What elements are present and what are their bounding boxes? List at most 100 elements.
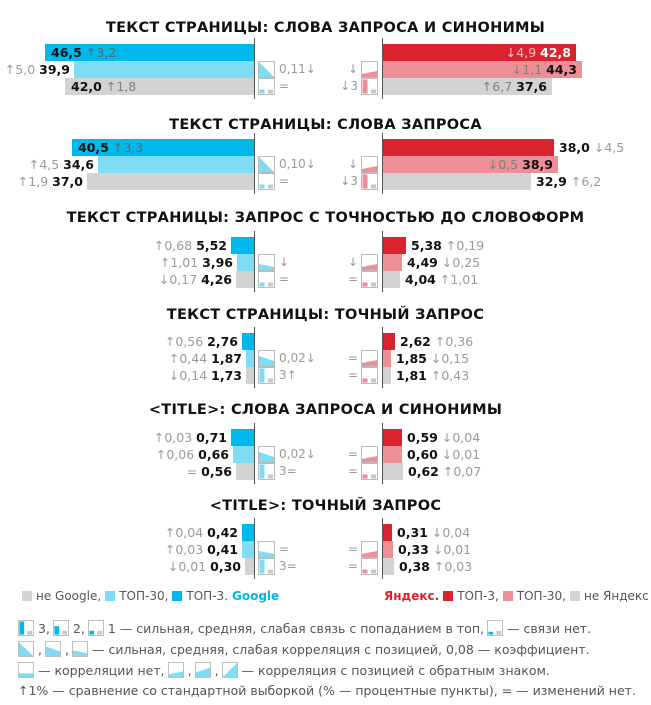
google-label-top3: ↑0,03 0,71 bbox=[154, 429, 227, 446]
corr-weak-icon bbox=[258, 541, 275, 558]
google-bar-top3 bbox=[231, 429, 254, 446]
bar-value: 44,3 bbox=[546, 62, 577, 77]
google-label-not-in: ↓0,17 4,26 bbox=[159, 271, 232, 288]
yandex-bar-top3 bbox=[383, 524, 392, 541]
footnote-text: , bbox=[187, 663, 192, 678]
correlation-note: ↓ bbox=[279, 255, 290, 269]
bar-value: 5,52 bbox=[196, 238, 227, 253]
correlation-note: 0,10↓ bbox=[279, 157, 316, 171]
yandex-bar-top30 bbox=[383, 254, 402, 271]
correlation-note: 0,11↓ bbox=[279, 62, 316, 76]
yandex-bar-not-in bbox=[383, 463, 403, 480]
correlation-note: = bbox=[279, 542, 290, 556]
google-label-not-in: ↑1,9 37,0 bbox=[18, 173, 83, 190]
corr-strong-icon bbox=[258, 156, 275, 173]
google-label-top3: ↑0,68 5,52 bbox=[154, 237, 227, 254]
bar-delta: ↑0,06 bbox=[155, 447, 195, 462]
google-label-not-in: = 0,56 bbox=[187, 463, 232, 480]
section-title: ТЕКСТ СТРАНИЦЫ: СЛОВА ЗАПРОСА bbox=[169, 117, 482, 133]
yandex-bar-top30 bbox=[383, 156, 558, 173]
google-bar-top30 bbox=[233, 446, 254, 463]
yandex-label-top30: ↓0,5 38,9 bbox=[488, 156, 553, 173]
correlation-note: ↓ bbox=[347, 62, 358, 76]
bar-value: 0,38 bbox=[399, 559, 430, 574]
yandex-bar-top3 bbox=[383, 333, 395, 350]
footnote-line-1: 3, 2, 1 — сильная, средняя, слабая связь… bbox=[18, 620, 591, 637]
google-label-top30: ↑1,01 3,96 bbox=[160, 254, 233, 271]
bar-value: 0,33 bbox=[398, 542, 429, 557]
top-level-3-icon bbox=[258, 463, 275, 480]
yandex-label-top3: 0,59 ↓0,04 bbox=[407, 429, 480, 446]
yandex-label-top30: 0,60 ↓0,01 bbox=[407, 446, 480, 463]
bar-delta: ↑3,2 bbox=[85, 45, 117, 60]
bar-delta: ↓0,5 bbox=[487, 157, 519, 172]
yandex-label-top30: 0,33 ↓0,01 bbox=[398, 541, 471, 558]
bar-delta: ↓4,9 bbox=[505, 45, 537, 60]
bar-value: 32,9 bbox=[536, 174, 567, 189]
top-none-icon bbox=[486, 620, 504, 637]
bar-delta: ↓0,01 bbox=[432, 542, 472, 557]
correlation-note: = bbox=[347, 351, 358, 365]
correlation-note: = bbox=[347, 447, 358, 461]
top-level-1-icon bbox=[258, 173, 275, 190]
bar-delta: ↓0,04 bbox=[431, 525, 471, 540]
bar-delta: = bbox=[186, 464, 198, 479]
google-bar-top30 bbox=[98, 156, 254, 173]
bar-delta: ↑0,43 bbox=[430, 368, 470, 383]
footnote-text: ↑1% — сравнение со стандартной выборкой … bbox=[18, 683, 636, 698]
top-strong-icon bbox=[18, 620, 35, 637]
yandex-axis bbox=[382, 38, 383, 99]
yandex-bar-not-in bbox=[383, 367, 391, 384]
bar-value: 38,9 bbox=[522, 157, 553, 172]
yandex-label-not-in: 4,04 ↑1,01 bbox=[405, 271, 478, 288]
bar-delta: ↑0,44 bbox=[168, 351, 208, 366]
footnote-line-2: , , — сильная, средняя, слабая корреляци… bbox=[18, 641, 590, 658]
bar-value: 5,38 bbox=[411, 238, 442, 253]
yandex-axis bbox=[382, 133, 383, 194]
swatch-not-google bbox=[22, 591, 32, 601]
bar-value: 37,6 bbox=[516, 79, 547, 94]
corr-none-icon bbox=[18, 662, 35, 679]
correlation-note: ↓ bbox=[347, 255, 358, 269]
top-level-1-icon bbox=[361, 558, 378, 575]
yandex-bar-top30 bbox=[383, 350, 391, 367]
yandex-brand: Яндекс. bbox=[384, 589, 440, 603]
legend-yandex: Яндекс. ТОП-3, ТОП-30, не Яндекс bbox=[384, 589, 649, 603]
top-weak-icon bbox=[87, 620, 105, 637]
section-title: ТЕКСТ СТРАНИЦЫ: ЗАПРОС С ТОЧНОСТЬЮ ДО СЛ… bbox=[66, 210, 585, 226]
footnote-text: , bbox=[38, 642, 42, 657]
corr-inverse-weak-icon bbox=[361, 541, 378, 558]
bar-value: 42,0 bbox=[71, 79, 102, 94]
google-label-not-in: ↓0,14 1,73 bbox=[169, 367, 242, 384]
yandex-label-not-in: ↑6,7 37,6 bbox=[482, 78, 547, 95]
legend-label: не Google, bbox=[36, 589, 102, 603]
yandex-label-not-in: 0,38 ↑0,03 bbox=[399, 558, 472, 575]
yandex-label-top3: 5,38 ↑0,19 bbox=[411, 237, 484, 254]
google-bar-top30 bbox=[246, 350, 254, 367]
google-label-top3: ↑0,56 2,76 bbox=[165, 333, 238, 350]
legend-label: ТОП-3. bbox=[186, 589, 228, 603]
corr-medium-icon bbox=[258, 446, 275, 463]
footnote-line-3: — корреляции нет, , , — корреляция с поз… bbox=[18, 662, 550, 679]
bar-value: 0,71 bbox=[196, 430, 227, 445]
top-level-1-icon bbox=[361, 463, 378, 480]
yandex-bar-top3 bbox=[383, 237, 406, 254]
corr-medium-icon bbox=[258, 350, 275, 367]
corr-weak-icon bbox=[71, 641, 89, 658]
google-label-top30: ↑0,44 1,87 bbox=[169, 350, 242, 367]
google-bar-top30 bbox=[237, 254, 254, 271]
legend-label: не Яндекс bbox=[583, 589, 649, 603]
bar-value: 42,8 bbox=[540, 45, 571, 60]
google-bar-not-in bbox=[236, 463, 254, 480]
google-bar-not-in bbox=[236, 271, 254, 288]
google-axis bbox=[254, 327, 255, 388]
bar-value: 4,49 bbox=[407, 255, 438, 270]
bar-value: 39,9 bbox=[39, 62, 70, 77]
top-note: ↓3 bbox=[340, 79, 358, 93]
google-axis bbox=[254, 518, 255, 579]
corr-inverse-weak-icon bbox=[361, 254, 378, 271]
corr-inverse-weak-icon bbox=[361, 350, 378, 367]
bar-delta: ↑0,07 bbox=[442, 464, 482, 479]
yandex-bar-top30 bbox=[383, 61, 582, 78]
top-note: 3= bbox=[279, 464, 297, 478]
